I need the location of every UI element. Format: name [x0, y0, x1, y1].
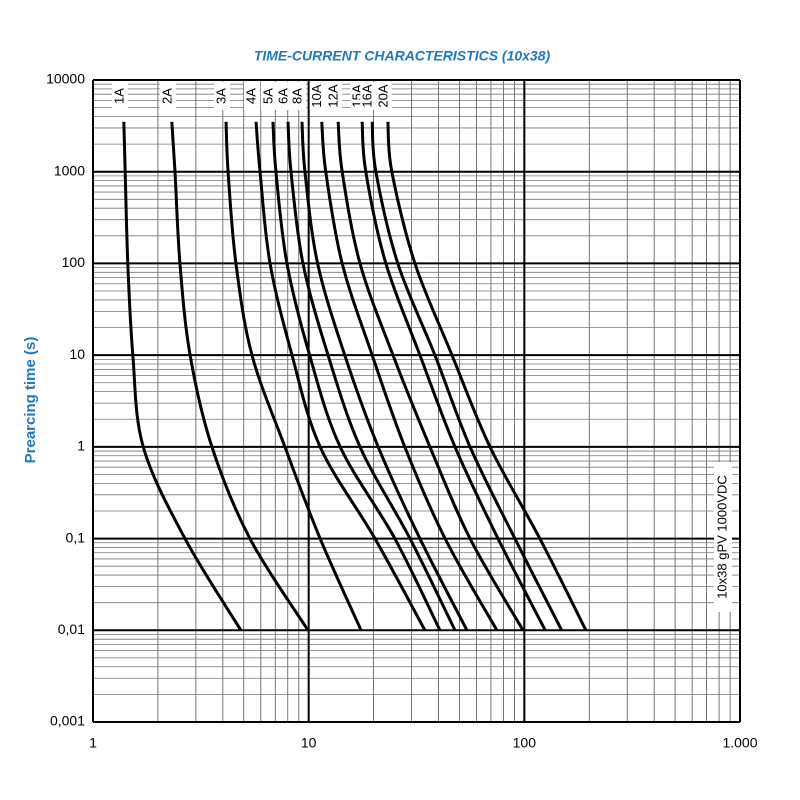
- label-box: [360, 82, 377, 110]
- x-tick-label: 10: [301, 735, 317, 751]
- label-box: [214, 82, 231, 110]
- label-box: [289, 82, 306, 110]
- series-label: 16A: [360, 84, 375, 107]
- label-box: [244, 82, 261, 110]
- annotation-box: [714, 462, 732, 612]
- curve: [271, 121, 442, 631]
- label-box: [326, 82, 343, 110]
- y-tick-label: 0,001: [50, 713, 85, 729]
- series-label: 4A: [243, 88, 258, 104]
- x-tick-label: 100: [513, 735, 537, 751]
- label-box: [159, 82, 176, 110]
- y-tick-label: 10000: [46, 71, 85, 87]
- y-tick-label: 0,1: [66, 529, 86, 545]
- curve: [224, 121, 363, 631]
- label-box: [276, 82, 293, 110]
- y-tick-label: 100: [62, 254, 86, 270]
- series-label: 5A: [260, 88, 275, 104]
- y-tick-label: 10: [69, 346, 85, 362]
- curve: [254, 121, 427, 632]
- curve: [386, 121, 588, 631]
- label-box: [260, 82, 277, 110]
- series-label: 1A: [111, 88, 126, 104]
- x-tick-label: 1: [89, 735, 97, 751]
- series-label: 12A: [326, 84, 341, 107]
- curve: [122, 121, 243, 632]
- curve: [370, 121, 564, 631]
- series-label: 6A: [275, 88, 290, 104]
- curve: [336, 121, 525, 632]
- chart-title: TIME-CURRENT CHARACTERISTICS (10x38): [254, 48, 551, 64]
- y-axis-label: Prearcing time (s): [22, 337, 39, 464]
- series-label: 10A: [309, 84, 324, 107]
- curve: [170, 121, 310, 632]
- x-tick-label: 1.000: [722, 735, 757, 751]
- y-tick-label: 0,01: [58, 621, 85, 637]
- label-box: [111, 82, 128, 110]
- curve: [286, 121, 457, 631]
- y-tick-label: 1000: [54, 162, 85, 178]
- y-tick-label: 1: [77, 438, 85, 454]
- curve: [300, 121, 469, 631]
- curve: [320, 121, 499, 632]
- series-label: 3A: [214, 88, 229, 104]
- label-box: [309, 82, 326, 110]
- series-label: 2A: [159, 88, 174, 104]
- series-label: 8A: [289, 88, 304, 104]
- series-label: 20A: [375, 84, 390, 107]
- annotation: 10x38 gPV 1000VDC: [714, 475, 729, 599]
- curve: [360, 121, 547, 631]
- label-box: [375, 82, 392, 110]
